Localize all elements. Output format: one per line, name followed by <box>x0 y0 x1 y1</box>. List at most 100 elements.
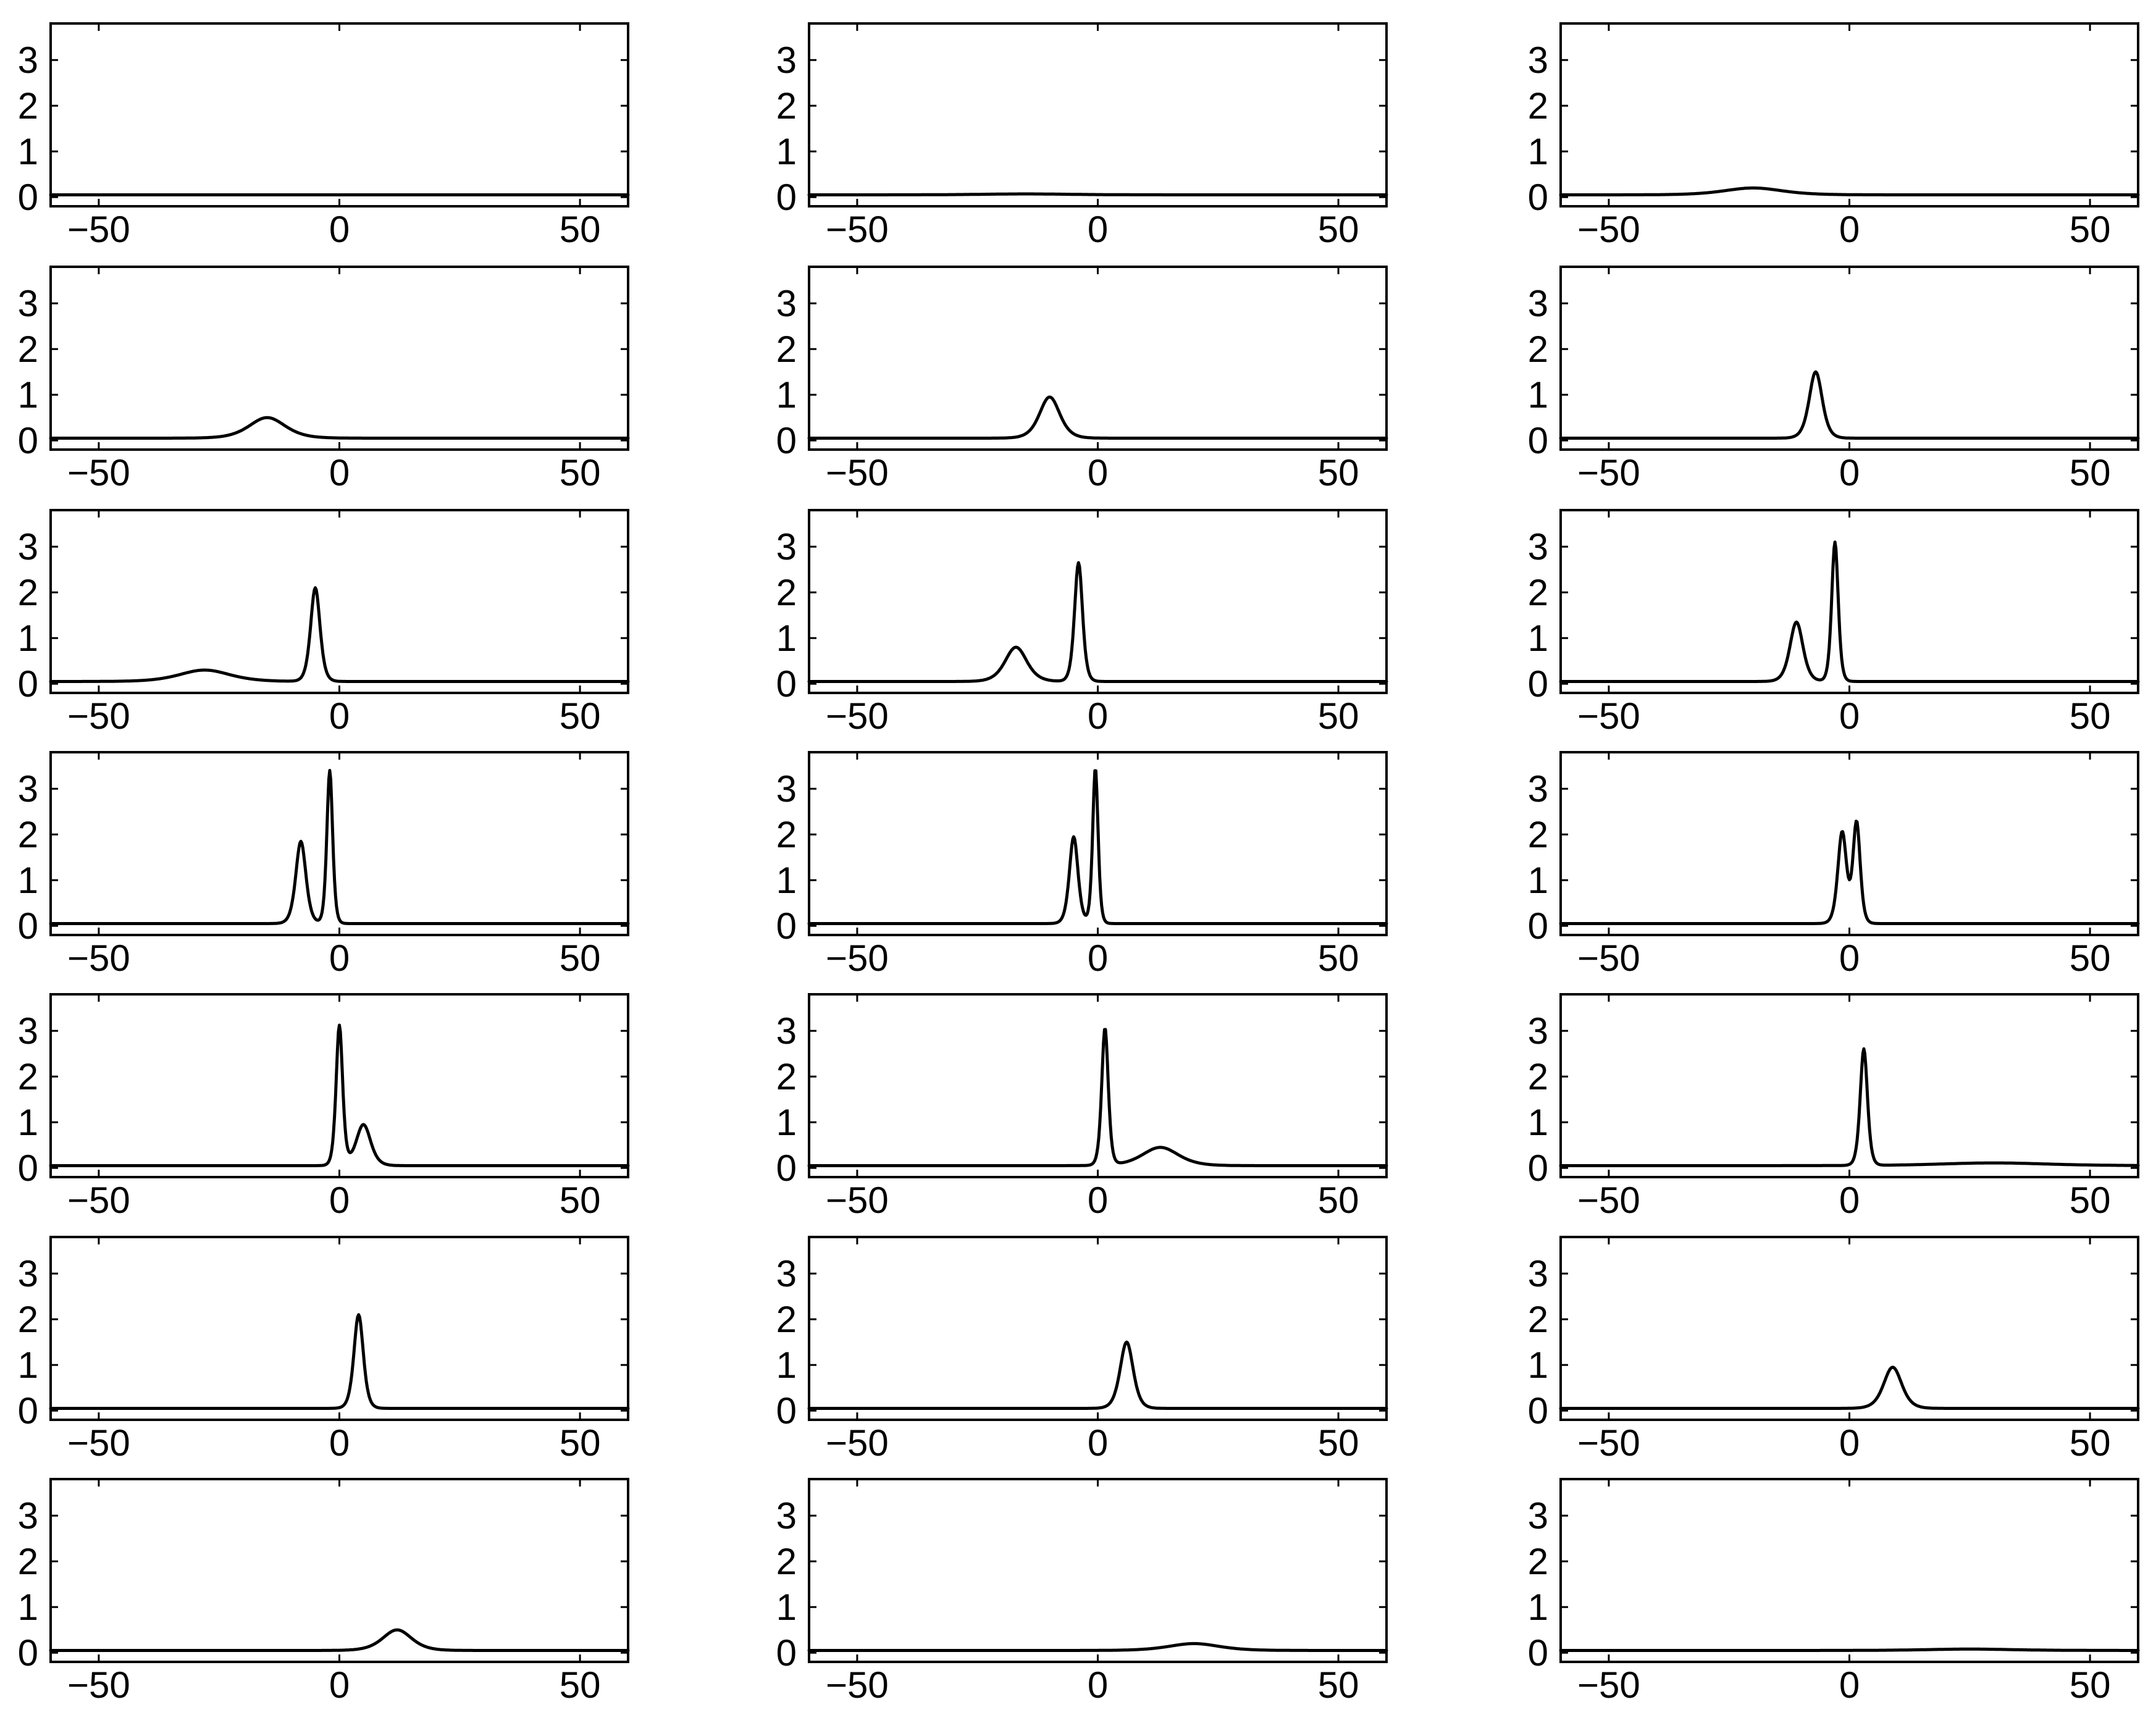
x-tick-label: 50 <box>2070 1180 2111 1221</box>
x-tick-label: 50 <box>560 937 601 979</box>
y-tick-label: 3 <box>776 40 797 81</box>
series-line <box>1559 1647 2140 1652</box>
series-line <box>807 1340 1388 1410</box>
y-tick-label: 0 <box>1528 420 1548 461</box>
axes-frame <box>808 1478 1388 1663</box>
y-tick-label: 1 <box>1528 1587 1548 1628</box>
y-tick-label: 1 <box>18 1587 38 1628</box>
x-tick-label: 50 <box>2070 452 2111 493</box>
axes-frame <box>49 22 629 208</box>
y-tick-label: 3 <box>1528 1253 1548 1294</box>
y-tick-label: 1 <box>1528 131 1548 172</box>
x-tick-label: 0 <box>329 1664 350 1706</box>
x-tick-label: −50 <box>67 209 130 250</box>
y-tick-label: 2 <box>18 572 38 613</box>
y-tick-label: 0 <box>776 420 797 461</box>
axes-frame <box>808 509 1388 694</box>
y-tick-label: 1 <box>776 374 797 416</box>
axes-frame <box>49 509 629 694</box>
y-tick-label: 2 <box>18 1299 38 1340</box>
y-tick-label: 0 <box>1528 1632 1548 1674</box>
series-line <box>49 1628 630 1652</box>
y-tick-label: 0 <box>776 1390 797 1432</box>
y-tick-label: 0 <box>776 1632 797 1674</box>
axes-frame <box>808 266 1388 451</box>
axes-frame <box>1559 1478 2139 1663</box>
x-tick-label: −50 <box>1577 1664 1640 1706</box>
x-tick-label: 50 <box>2070 937 2111 979</box>
y-tick-label: 2 <box>776 1299 797 1340</box>
y-tick-label: 1 <box>776 1587 797 1628</box>
x-tick-label: −50 <box>67 1180 130 1221</box>
x-tick-label: 0 <box>329 937 350 979</box>
x-tick-label: 50 <box>2070 1664 2111 1706</box>
y-tick-label: 3 <box>776 283 797 324</box>
series-line <box>49 1313 630 1410</box>
y-tick-label: 0 <box>18 1147 38 1189</box>
axes-frame <box>808 22 1388 208</box>
y-tick-label: 3 <box>18 526 38 568</box>
axes-frame <box>49 751 629 936</box>
x-tick-label: 0 <box>329 1180 350 1221</box>
y-tick-label: 3 <box>1528 526 1548 568</box>
axes-frame <box>1559 22 2139 208</box>
y-tick-label: 3 <box>18 283 38 324</box>
x-tick-label: 0 <box>1839 452 1860 493</box>
series-line <box>1559 820 2140 925</box>
axes-frame <box>1559 993 2139 1178</box>
x-tick-label: 50 <box>560 1422 601 1464</box>
y-tick-label: 2 <box>776 1541 797 1582</box>
series-line <box>807 1642 1388 1652</box>
y-tick-label: 2 <box>1528 1299 1548 1340</box>
x-tick-label: 50 <box>560 695 601 737</box>
x-tick-label: 50 <box>1318 695 1359 737</box>
y-tick-label: 0 <box>1528 1390 1548 1432</box>
series-line <box>1559 370 2140 440</box>
x-tick-label: −50 <box>1577 209 1640 250</box>
series-line <box>49 586 630 683</box>
axes-frame <box>49 1236 629 1421</box>
axes-frame <box>1559 509 2139 694</box>
x-tick-label: −50 <box>826 695 889 737</box>
series-line <box>807 192 1388 196</box>
x-tick-label: −50 <box>826 937 889 979</box>
x-tick-label: −50 <box>826 452 889 493</box>
x-tick-label: 0 <box>1839 209 1860 250</box>
y-tick-label: 1 <box>1528 618 1548 659</box>
series-line <box>49 769 630 925</box>
x-tick-label: 50 <box>560 1664 601 1706</box>
axes-frame <box>808 1236 1388 1421</box>
x-tick-label: 50 <box>560 452 601 493</box>
x-tick-label: −50 <box>67 1664 130 1706</box>
y-tick-label: 1 <box>776 131 797 172</box>
y-tick-label: 2 <box>18 1056 38 1097</box>
y-tick-label: 1 <box>18 618 38 659</box>
series-line <box>807 395 1388 440</box>
y-tick-label: 0 <box>776 177 797 218</box>
y-tick-label: 2 <box>1528 572 1548 613</box>
subplot-row1-col2: −50 0 50 0 123 <box>776 22 1388 250</box>
series-line <box>807 769 1388 925</box>
x-tick-label: −50 <box>826 1664 889 1706</box>
y-tick-label: 2 <box>18 85 38 127</box>
x-tick-label: 0 <box>1088 937 1108 979</box>
y-tick-label: 2 <box>776 85 797 127</box>
y-tick-label: 1 <box>776 860 797 901</box>
y-tick-label: 3 <box>1528 1495 1548 1537</box>
y-tick-label: 3 <box>776 1495 797 1537</box>
x-tick-label: 0 <box>1088 209 1108 250</box>
series-line <box>807 561 1388 683</box>
axes-frame <box>49 993 629 1178</box>
y-tick-label: 0 <box>1528 177 1548 218</box>
subplot-row1-col3: −50 0 50 0 123 <box>1528 22 2140 250</box>
